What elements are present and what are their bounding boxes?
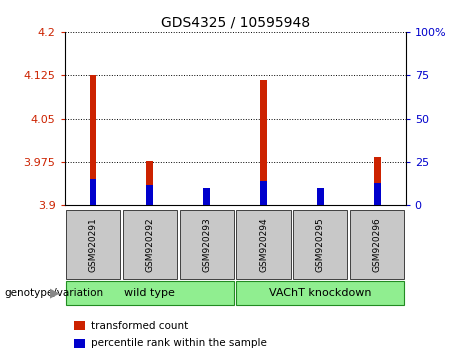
Bar (89, 75, 96, 205)
Bar (147, 161, 153, 205)
Text: GSM920291: GSM920291 (89, 217, 97, 272)
Text: GSM920294: GSM920294 (259, 217, 268, 272)
Bar (89, 179, 96, 205)
Bar (317, 188, 324, 205)
Bar (374, 183, 381, 205)
Text: genotype/variation: genotype/variation (5, 288, 104, 298)
Bar (260, 80, 267, 205)
Text: transformed count: transformed count (91, 321, 188, 331)
Bar (374, 157, 381, 205)
Bar (147, 184, 153, 205)
Text: percentile rank within the sample: percentile rank within the sample (91, 338, 267, 348)
Text: GSM920293: GSM920293 (202, 217, 211, 272)
Text: ▶: ▶ (50, 286, 60, 299)
Text: GSM920295: GSM920295 (316, 217, 325, 272)
Text: VAChT knockdown: VAChT knockdown (269, 288, 372, 298)
Text: GSM920292: GSM920292 (145, 217, 154, 272)
Bar (260, 181, 267, 205)
Text: wild type: wild type (124, 288, 175, 298)
Bar (203, 188, 210, 205)
Title: GDS4325 / 10595948: GDS4325 / 10595948 (160, 15, 310, 29)
Text: GSM920296: GSM920296 (373, 217, 382, 272)
Bar (203, 188, 210, 205)
Bar (317, 191, 324, 205)
